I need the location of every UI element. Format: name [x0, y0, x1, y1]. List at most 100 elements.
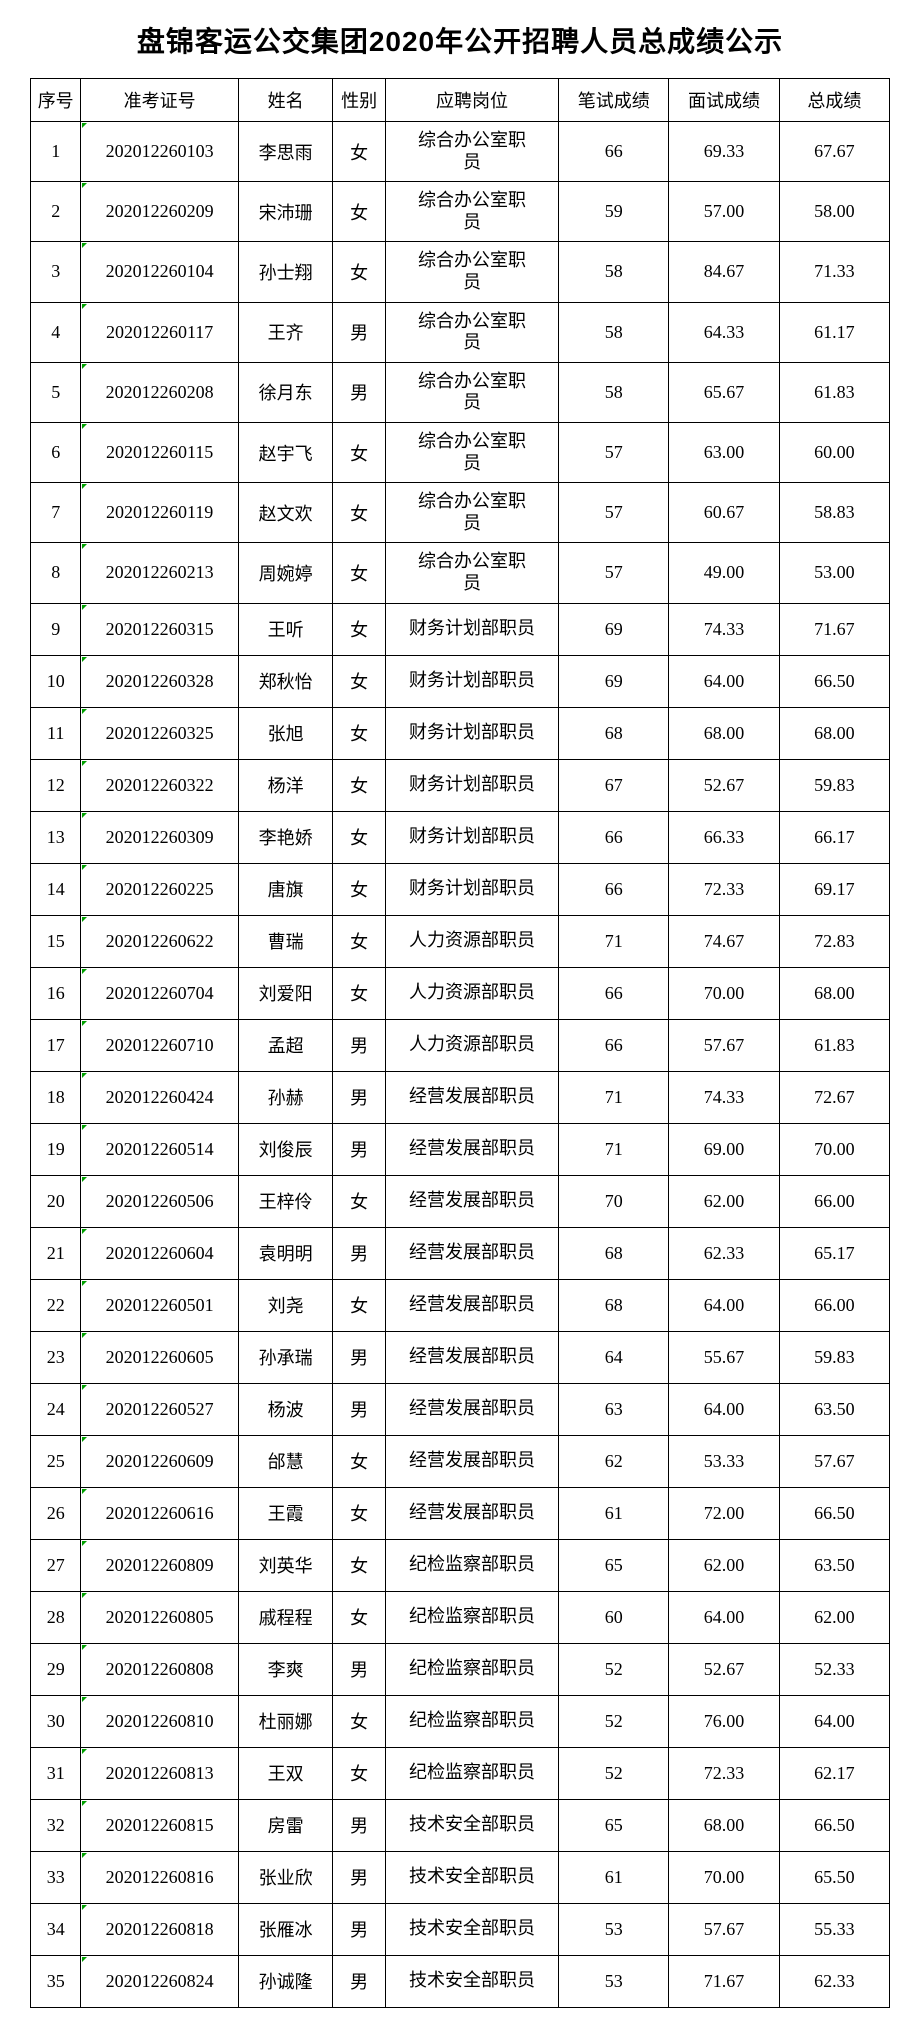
cell-total-score: 71.67	[779, 603, 889, 655]
cell-pos: 技术安全部职员	[385, 1903, 558, 1955]
cell-seq: 28	[31, 1591, 81, 1643]
table-row: 7202012260119赵文欢女综合办公室职员5760.6758.83	[31, 483, 890, 543]
cell-pos: 财务计划部职员	[385, 707, 558, 759]
cell-pos: 纪检监察部职员	[385, 1695, 558, 1747]
cell-gender: 女	[333, 915, 386, 967]
cell-total-score: 65.17	[779, 1227, 889, 1279]
cell-id: 202012260309	[81, 811, 239, 863]
cell-gender: 女	[333, 863, 386, 915]
cell-seq: 12	[31, 759, 81, 811]
table-row: 21202012260604袁明明男经营发展部职员6862.3365.17	[31, 1227, 890, 1279]
cell-pos: 技术安全部职员	[385, 1799, 558, 1851]
cell-written-score: 66	[559, 1019, 669, 1071]
cell-gender: 女	[333, 1539, 386, 1591]
cell-gender: 男	[333, 1331, 386, 1383]
table-body: 1202012260103李思雨女综合办公室职员6669.3367.672202…	[31, 122, 890, 2008]
cell-interview-score: 84.67	[669, 242, 779, 302]
cell-interview-score: 64.00	[669, 655, 779, 707]
cell-seq: 33	[31, 1851, 81, 1903]
cell-seq: 22	[31, 1279, 81, 1331]
cell-gender: 女	[333, 1175, 386, 1227]
cell-id: 202012260805	[81, 1591, 239, 1643]
cell-interview-score: 70.00	[669, 967, 779, 1019]
cell-written-score: 59	[559, 182, 669, 242]
cell-id: 202012260209	[81, 182, 239, 242]
cell-name: 杜丽娜	[238, 1695, 333, 1747]
table-row: 9202012260315王听女财务计划部职员6974.3371.67	[31, 603, 890, 655]
cell-written-score: 52	[559, 1695, 669, 1747]
table-row: 5202012260208徐月东男综合办公室职员5865.6761.83	[31, 362, 890, 422]
cell-interview-score: 64.00	[669, 1591, 779, 1643]
cell-interview-score: 76.00	[669, 1695, 779, 1747]
cell-name: 张旭	[238, 707, 333, 759]
cell-total-score: 72.83	[779, 915, 889, 967]
cell-seq: 18	[31, 1071, 81, 1123]
cell-pos: 人力资源部职员	[385, 967, 558, 1019]
cell-written-score: 68	[559, 707, 669, 759]
cell-id: 202012260208	[81, 362, 239, 422]
cell-interview-score: 69.00	[669, 1123, 779, 1175]
cell-written-score: 70	[559, 1175, 669, 1227]
cell-pos: 经营发展部职员	[385, 1123, 558, 1175]
cell-total-score: 62.33	[779, 1955, 889, 2007]
table-row: 27202012260809刘英华女纪检监察部职员6562.0063.50	[31, 1539, 890, 1591]
cell-interview-score: 60.67	[669, 483, 779, 543]
cell-total-score: 59.83	[779, 759, 889, 811]
col-seq: 序号	[31, 79, 81, 122]
table-row: 17202012260710孟超男人力资源部职员6657.6761.83	[31, 1019, 890, 1071]
cell-written-score: 52	[559, 1747, 669, 1799]
cell-pos: 纪检监察部职员	[385, 1591, 558, 1643]
cell-gender: 女	[333, 759, 386, 811]
cell-pos: 综合办公室职员	[385, 422, 558, 482]
cell-pos: 经营发展部职员	[385, 1331, 558, 1383]
cell-pos: 综合办公室职员	[385, 483, 558, 543]
cell-name: 王听	[238, 603, 333, 655]
cell-name: 刘爱阳	[238, 967, 333, 1019]
cell-interview-score: 63.00	[669, 422, 779, 482]
cell-interview-score: 72.33	[669, 1747, 779, 1799]
cell-pos: 财务计划部职员	[385, 603, 558, 655]
cell-id: 202012260816	[81, 1851, 239, 1903]
cell-seq: 29	[31, 1643, 81, 1695]
cell-seq: 21	[31, 1227, 81, 1279]
table-row: 3202012260104孙士翔女综合办公室职员5884.6771.33	[31, 242, 890, 302]
table-row: 4202012260117王齐男综合办公室职员5864.3361.17	[31, 302, 890, 362]
cell-gender: 男	[333, 302, 386, 362]
cell-written-score: 64	[559, 1331, 669, 1383]
cell-id: 202012260616	[81, 1487, 239, 1539]
col-pos: 应聘岗位	[385, 79, 558, 122]
cell-pos: 经营发展部职员	[385, 1435, 558, 1487]
table-row: 25202012260609邰慧女经营发展部职员6253.3357.67	[31, 1435, 890, 1487]
cell-name: 杨波	[238, 1383, 333, 1435]
cell-interview-score: 57.67	[669, 1903, 779, 1955]
cell-total-score: 62.00	[779, 1591, 889, 1643]
cell-id: 202012260810	[81, 1695, 239, 1747]
table-row: 29202012260808李爽男纪检监察部职员5252.6752.33	[31, 1643, 890, 1695]
cell-gender: 男	[333, 1955, 386, 2007]
cell-gender: 女	[333, 543, 386, 603]
cell-id: 202012260424	[81, 1071, 239, 1123]
table-row: 13202012260309李艳娇女财务计划部职员6666.3366.17	[31, 811, 890, 863]
cell-name: 唐旗	[238, 863, 333, 915]
cell-pos: 综合办公室职员	[385, 242, 558, 302]
cell-name: 张业欣	[238, 1851, 333, 1903]
cell-interview-score: 49.00	[669, 543, 779, 603]
cell-pos: 综合办公室职员	[385, 182, 558, 242]
cell-seq: 30	[31, 1695, 81, 1747]
cell-interview-score: 65.67	[669, 362, 779, 422]
table-row: 35202012260824孙诚隆男技术安全部职员5371.6762.33	[31, 1955, 890, 2007]
cell-interview-score: 74.67	[669, 915, 779, 967]
cell-written-score: 57	[559, 422, 669, 482]
cell-pos: 经营发展部职员	[385, 1071, 558, 1123]
cell-gender: 男	[333, 1227, 386, 1279]
cell-name: 杨洋	[238, 759, 333, 811]
cell-name: 李艳娇	[238, 811, 333, 863]
cell-seq: 34	[31, 1903, 81, 1955]
cell-seq: 11	[31, 707, 81, 759]
cell-written-score: 71	[559, 1123, 669, 1175]
cell-interview-score: 70.00	[669, 1851, 779, 1903]
cell-written-score: 60	[559, 1591, 669, 1643]
cell-id: 202012260325	[81, 707, 239, 759]
cell-name: 孙赫	[238, 1071, 333, 1123]
cell-gender: 男	[333, 1799, 386, 1851]
